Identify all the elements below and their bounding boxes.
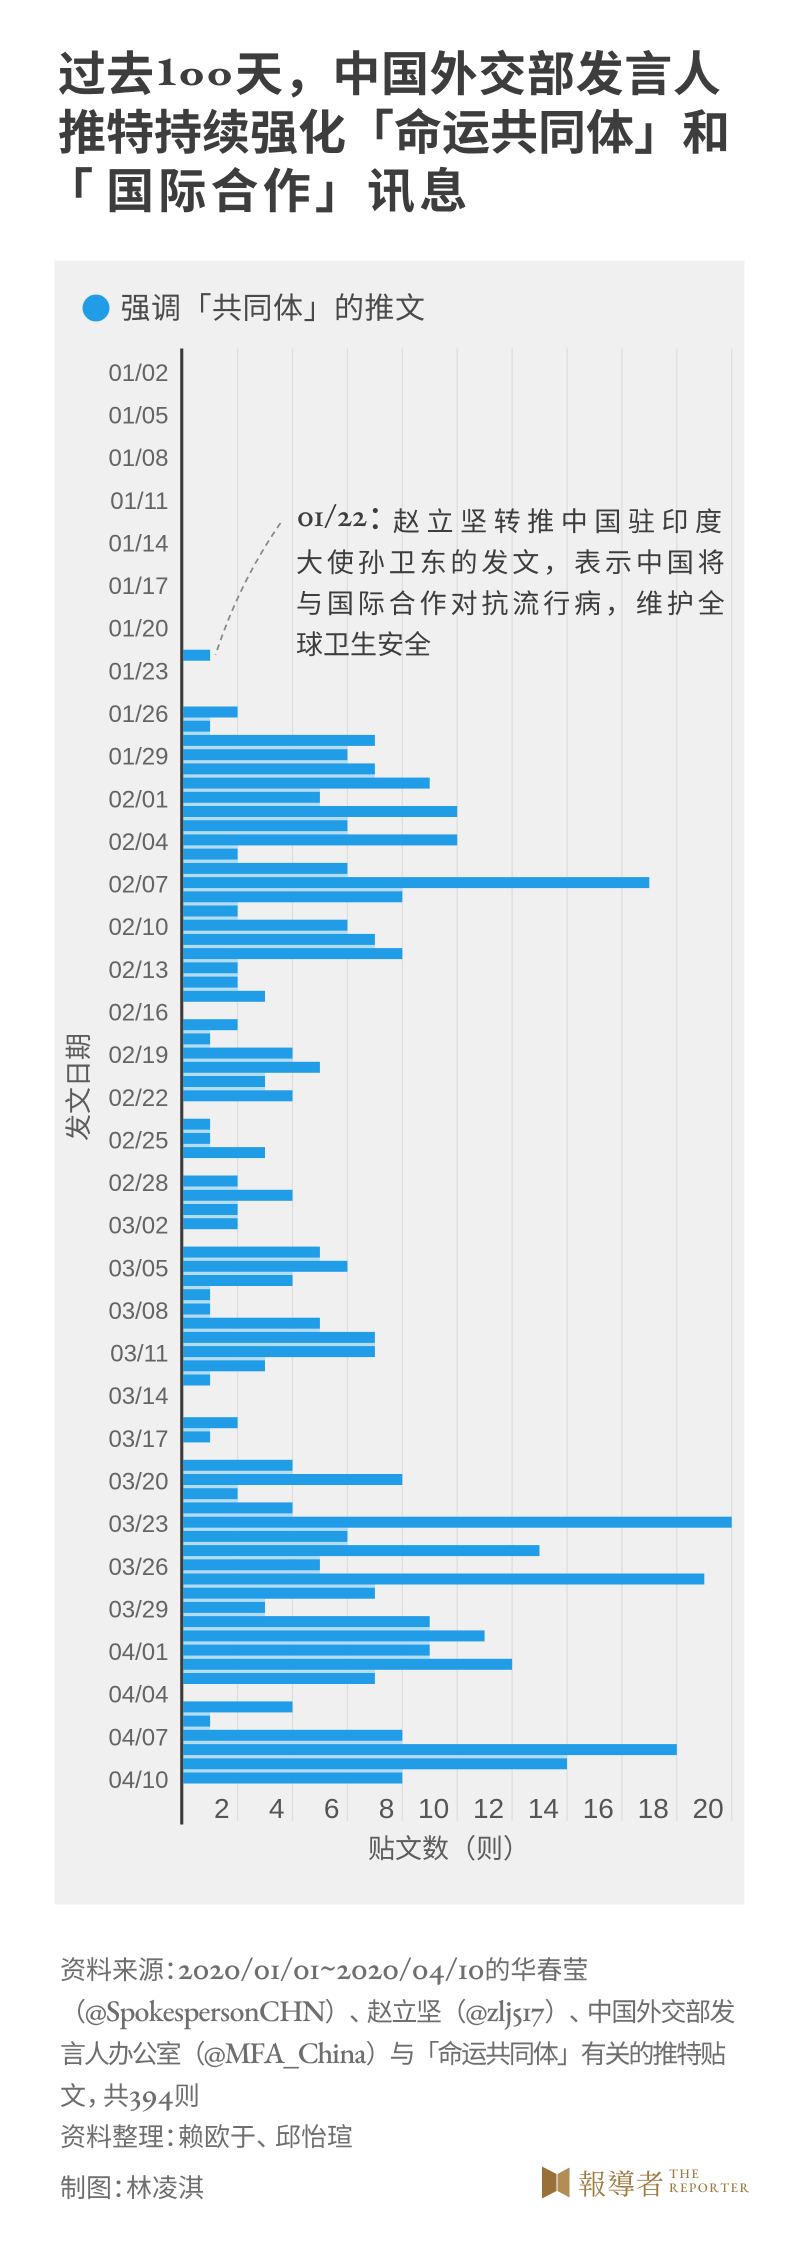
svg-text:16: 16	[583, 1793, 614, 1824]
svg-text:6: 6	[324, 1793, 340, 1824]
svg-text:03/02: 03/02	[108, 1213, 168, 1240]
svg-text:03/29: 03/29	[108, 1596, 168, 1623]
svg-text:03/14: 03/14	[108, 1383, 168, 1410]
svg-text:01/14: 01/14	[108, 531, 168, 558]
svg-text:04/04: 04/04	[108, 1682, 168, 1709]
svg-text:04/07: 04/07	[108, 1724, 168, 1751]
svg-text:01/29: 01/29	[108, 744, 168, 771]
svg-text:02/13: 02/13	[108, 957, 168, 984]
svg-text:02/28: 02/28	[108, 1170, 168, 1197]
svg-text:10: 10	[418, 1793, 449, 1824]
svg-text:20: 20	[693, 1793, 724, 1824]
svg-text:03/05: 03/05	[108, 1255, 168, 1282]
svg-text:02/25: 02/25	[108, 1127, 168, 1154]
svg-text:02/22: 02/22	[108, 1085, 168, 1112]
svg-text:02/07: 02/07	[108, 872, 168, 899]
svg-text:12: 12	[473, 1793, 504, 1824]
svg-text:03/20: 03/20	[108, 1469, 168, 1496]
svg-text:01/05: 01/05	[108, 403, 168, 430]
svg-text:18: 18	[638, 1793, 669, 1824]
svg-text:01/08: 01/08	[108, 445, 168, 472]
svg-text:03/23: 03/23	[108, 1511, 168, 1538]
svg-text:03/08: 03/08	[108, 1298, 168, 1325]
svg-text:02/19: 02/19	[108, 1042, 168, 1069]
svg-text:8: 8	[379, 1793, 395, 1824]
svg-text:03/17: 03/17	[108, 1426, 168, 1453]
svg-text:4: 4	[269, 1793, 285, 1824]
svg-text:2: 2	[214, 1793, 230, 1824]
svg-text:04/01: 04/01	[108, 1639, 168, 1666]
svg-text:04/10: 04/10	[108, 1767, 168, 1794]
svg-text:03/11: 03/11	[110, 1341, 168, 1368]
svg-text:02/16: 02/16	[108, 1000, 168, 1027]
svg-text:02/01: 02/01	[108, 786, 168, 813]
svg-text:02/04: 02/04	[108, 829, 168, 856]
svg-text:01/17: 01/17	[108, 573, 168, 600]
svg-text:03/26: 03/26	[108, 1554, 168, 1581]
svg-text:01/26: 01/26	[108, 701, 168, 728]
svg-text:02/10: 02/10	[108, 914, 168, 941]
svg-text:01/11: 01/11	[110, 488, 168, 515]
svg-text:01/20: 01/20	[108, 616, 168, 643]
svg-text:14: 14	[528, 1793, 559, 1824]
svg-text:01/23: 01/23	[108, 658, 168, 685]
svg-text:01/02: 01/02	[108, 360, 168, 387]
